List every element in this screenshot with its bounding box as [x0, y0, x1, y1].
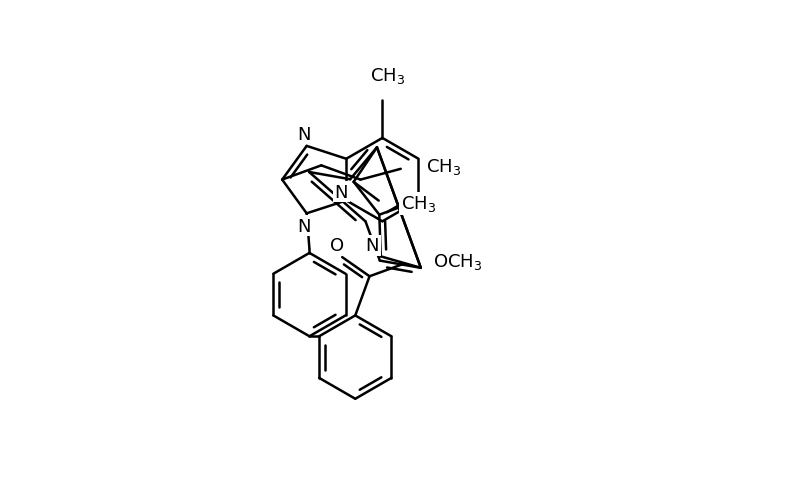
Text: OCH$_3$: OCH$_3$ — [434, 252, 482, 272]
Text: N: N — [297, 217, 311, 235]
Text: N: N — [334, 183, 348, 202]
Text: CH$_3$: CH$_3$ — [371, 66, 405, 86]
Text: CH$_3$: CH$_3$ — [426, 157, 461, 177]
Text: N: N — [366, 237, 379, 255]
Text: CH$_3$: CH$_3$ — [401, 194, 436, 214]
Text: N: N — [297, 125, 311, 143]
Text: O: O — [330, 236, 344, 254]
